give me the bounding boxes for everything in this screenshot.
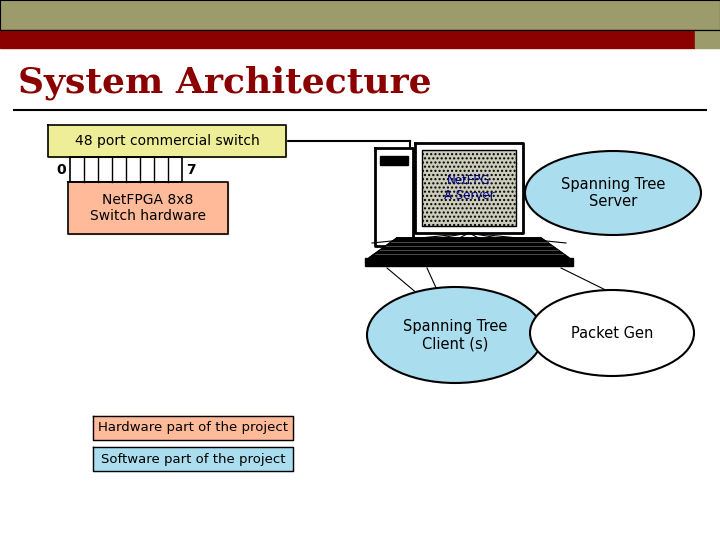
- Text: Spanning Tree
Server: Spanning Tree Server: [561, 177, 665, 209]
- Text: Spanning Tree
Client (s): Spanning Tree Client (s): [402, 319, 507, 351]
- Text: 7: 7: [186, 163, 196, 177]
- Text: NetFPG
A Server: NetFPG A Server: [444, 174, 495, 202]
- Text: Software part of the project: Software part of the project: [101, 453, 285, 465]
- Text: Packet Gen: Packet Gen: [571, 326, 653, 341]
- Text: Hardware part of the project: Hardware part of the project: [98, 422, 288, 435]
- Polygon shape: [0, 0, 720, 30]
- Polygon shape: [415, 143, 523, 233]
- Polygon shape: [695, 30, 720, 48]
- Polygon shape: [0, 30, 695, 48]
- Text: 48 port commercial switch: 48 port commercial switch: [75, 134, 259, 148]
- Polygon shape: [365, 258, 573, 266]
- Polygon shape: [93, 447, 293, 471]
- Text: System Architecture: System Architecture: [18, 65, 431, 100]
- Polygon shape: [369, 238, 569, 258]
- Ellipse shape: [525, 151, 701, 235]
- Ellipse shape: [530, 290, 694, 376]
- Polygon shape: [68, 182, 228, 234]
- Ellipse shape: [367, 287, 543, 383]
- Polygon shape: [380, 156, 408, 165]
- Text: NetFPGA 8x8
Switch hardware: NetFPGA 8x8 Switch hardware: [90, 193, 206, 223]
- Polygon shape: [93, 416, 293, 440]
- FancyBboxPatch shape: [422, 150, 516, 226]
- Text: 0: 0: [56, 163, 66, 177]
- Polygon shape: [48, 125, 286, 157]
- Polygon shape: [375, 148, 413, 246]
